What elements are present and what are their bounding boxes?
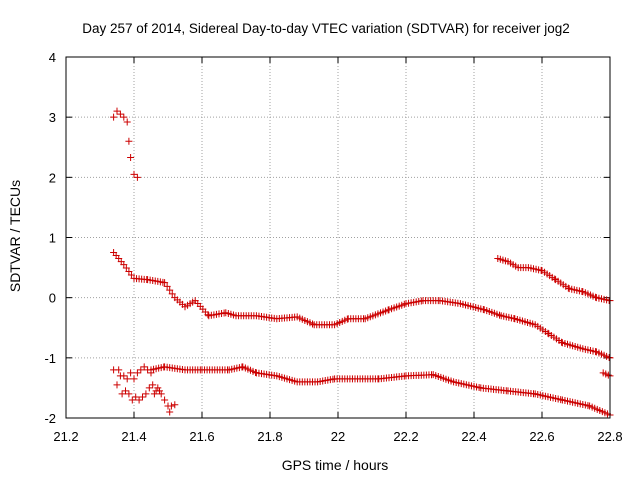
data-point [123,375,131,383]
data-point [171,401,179,409]
y-axis-label: SDTVAR / TECUs [7,180,23,292]
data-point [150,390,158,398]
chart-title: Day 257 of 2014, Sidereal Day-to-day VTE… [82,21,569,36]
data-point [604,371,612,379]
data-point [157,390,165,398]
data-point [156,387,163,395]
data-point [128,396,136,404]
data-point [127,369,135,377]
series-late-upper [494,255,614,305]
data-point [144,366,152,374]
data-point [166,286,174,294]
data-point [145,384,153,392]
grid-lines [66,57,610,418]
data-point [130,170,138,178]
series-late-lower [599,369,614,380]
data-point [161,279,169,287]
data-point [120,372,128,380]
x-tick-label: 21.8 [257,429,282,444]
data-point [125,137,133,145]
y-tick-label: 4 [49,50,56,65]
series-upper-early [110,107,141,181]
data-point [133,369,141,377]
data-point [118,390,126,398]
data-point [167,402,175,410]
x-tick-label: 21.2 [53,429,78,444]
data-point [115,366,123,374]
data-point [110,113,118,121]
plot-frame [65,56,611,419]
series-lower [147,363,614,419]
x-tick-label: 21.6 [189,429,214,444]
data-point [116,110,124,118]
x-tick-label: 21.4 [121,429,146,444]
data-point [130,375,138,383]
y-tick-label: 2 [49,170,56,185]
data-point [400,300,408,308]
data-point [161,396,169,404]
data-point [163,282,171,290]
data-point [564,284,572,292]
data-points [110,107,614,419]
data-point [113,381,121,389]
data-point [137,366,145,374]
y-tick-label: 1 [49,231,56,246]
x-tick-label: 22.4 [461,429,486,444]
data-point [168,290,176,298]
data-point [135,396,143,404]
data-point [140,363,148,371]
data-point [113,107,121,115]
data-point [139,393,146,401]
y-tick-label: -1 [44,351,56,366]
data-point [122,387,129,395]
data-point [166,408,174,416]
tick-labels: 21.2 21.4 21.6 21.8 22 22.2 22.4 22.6 22.8 -2 -1 0 1… [44,50,622,444]
data-point [123,118,131,126]
data-point [147,369,155,377]
series-middle [110,249,614,362]
data-point [142,390,150,398]
data-point [132,393,140,401]
data-point [120,113,128,121]
data-point [133,173,141,181]
x-tick-label: 22 [331,429,345,444]
data-point [149,381,157,389]
y-tick-label: 0 [49,291,56,306]
data-point [309,320,316,328]
x-tick-label: 22.8 [597,429,622,444]
x-tick-label: 22.2 [393,429,418,444]
series-lower-left-cluster [110,363,179,416]
y-tick-label: 3 [49,110,56,125]
x-tick-label: 22.6 [529,429,554,444]
data-point [496,311,503,319]
data-point [127,153,135,161]
data-point [154,384,162,392]
data-point [558,338,566,346]
y-tick-label: -2 [44,411,56,426]
x-axis-label: GPS time / hours [282,457,389,473]
data-point [125,390,133,398]
